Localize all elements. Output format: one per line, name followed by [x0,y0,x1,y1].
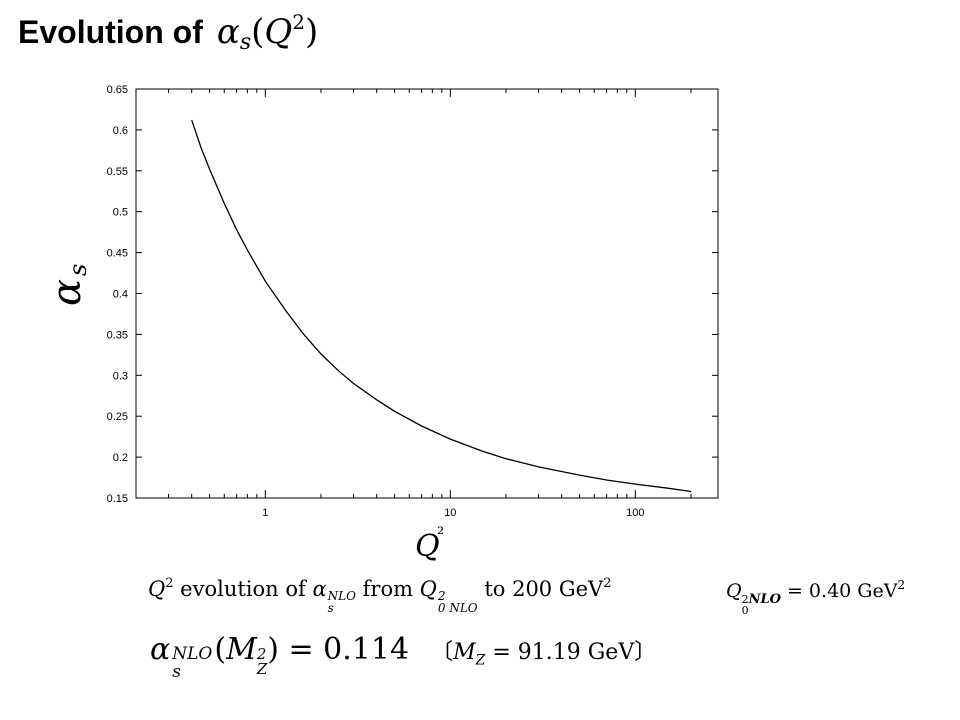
y-tick-label: 0.25 [107,411,128,423]
formula-open-paren: ( [214,632,227,667]
formula-alpha-sub: s [172,662,181,682]
x-axis-label-q: Q [415,529,440,564]
x-tick-label: 100 [626,507,644,519]
y-tick-label: 0.3 [113,370,128,382]
caption-gev-sup: 2 [603,576,612,591]
mz-note-open: 〔 [431,640,454,665]
caption-q0: Q [419,577,437,601]
caption-alpha-scripts: NLO s [328,590,356,614]
caption-q0-sup: 2 [437,589,446,603]
x-axis-label: Q ² [415,524,444,564]
plot-frame [135,88,719,499]
y-tick-label: 0.5 [113,207,128,219]
note-q-sub: 0 [741,604,749,617]
y-tick-label: 0.55 [107,166,128,178]
note-q: Q [726,580,742,602]
y-tick-label: 0.35 [107,329,128,341]
caption-alpha: α [312,577,327,601]
y-tick-label: 0.6 [113,125,128,137]
formula-m-sup: 2 [256,645,267,663]
series-line [191,119,692,493]
caption-text-2: from [355,577,420,601]
title-alpha-sub: s [239,30,252,55]
slide-title: Evolution of αs(Q2) [18,10,318,55]
x-tick-label: 10 [444,507,456,519]
caption-alpha-sub: s [327,601,334,615]
title-formula: αs(Q2) [217,10,318,55]
mz-note-value: = 91.19 GeV [485,640,635,665]
mz-note-m: M [453,640,476,665]
y-axis-ticks: 0.15 0.2 0.25 0.3 0.35 0.4 0.45 0.5 0.55 0.6 0.65 [107,84,718,505]
mz-note: 〔MZ = 91.19 GeV〕 [431,634,656,668]
caption-q: Q [148,577,166,601]
caption-text-3: to 200 GeV [477,577,604,601]
mz-note-close: 〕 [634,640,657,665]
note-q-sup: 2 [741,593,749,606]
y-tick-label: 0.2 [113,452,128,464]
y-axis-label-alpha: α [44,279,90,306]
note-value: = 0.40 GeV [780,580,898,602]
formula-alpha-scripts: NLO s [172,645,212,681]
mz-note-sub: Z [475,652,486,669]
formula-m-sub: Z [256,660,268,678]
formula-m: M [226,632,257,667]
caption-q-sup: 2 [165,576,174,591]
y-tick-label: 0.15 [107,493,128,505]
title-q: Q [264,12,293,52]
x-axis-label-sup: ² [437,524,444,545]
caption-alpha-sup: NLO [327,589,356,603]
caption-q0-sub: 0 NLO [437,601,478,615]
q0-value-note: Q 2 0 NLO = 0.40 GeV2 [726,578,905,616]
title-q-sup: 2 [292,10,305,34]
x-axis-ticks: 1 10 100 [135,89,692,519]
note-nlo: NLO [748,592,781,607]
y-axis-label-sub: s [64,264,92,276]
note-unit-sup: 2 [897,578,906,592]
y-tick-label: 0.65 [107,84,128,96]
y-tick-label: 0.45 [107,248,128,260]
title-open-paren: ( [251,12,265,52]
formula-result: ) = 0.114 [267,632,410,667]
caption-text-1: evolution of [173,577,313,601]
series-group [191,119,692,493]
y-axis-label: α s [44,264,92,306]
formula-alpha-sup: NLO [172,644,213,664]
title-text: Evolution of [18,14,203,50]
alpha-mz-formula: α NLO s(M 2 Z) = 0.114 〔MZ = 91.19 GeV〕 [150,632,656,681]
title-close-paren: ) [305,12,319,52]
y-tick-label: 0.4 [113,289,128,301]
title-alpha: α [216,12,240,52]
x-tick-label: 1 [262,507,268,519]
formula-alpha: α [150,632,171,667]
